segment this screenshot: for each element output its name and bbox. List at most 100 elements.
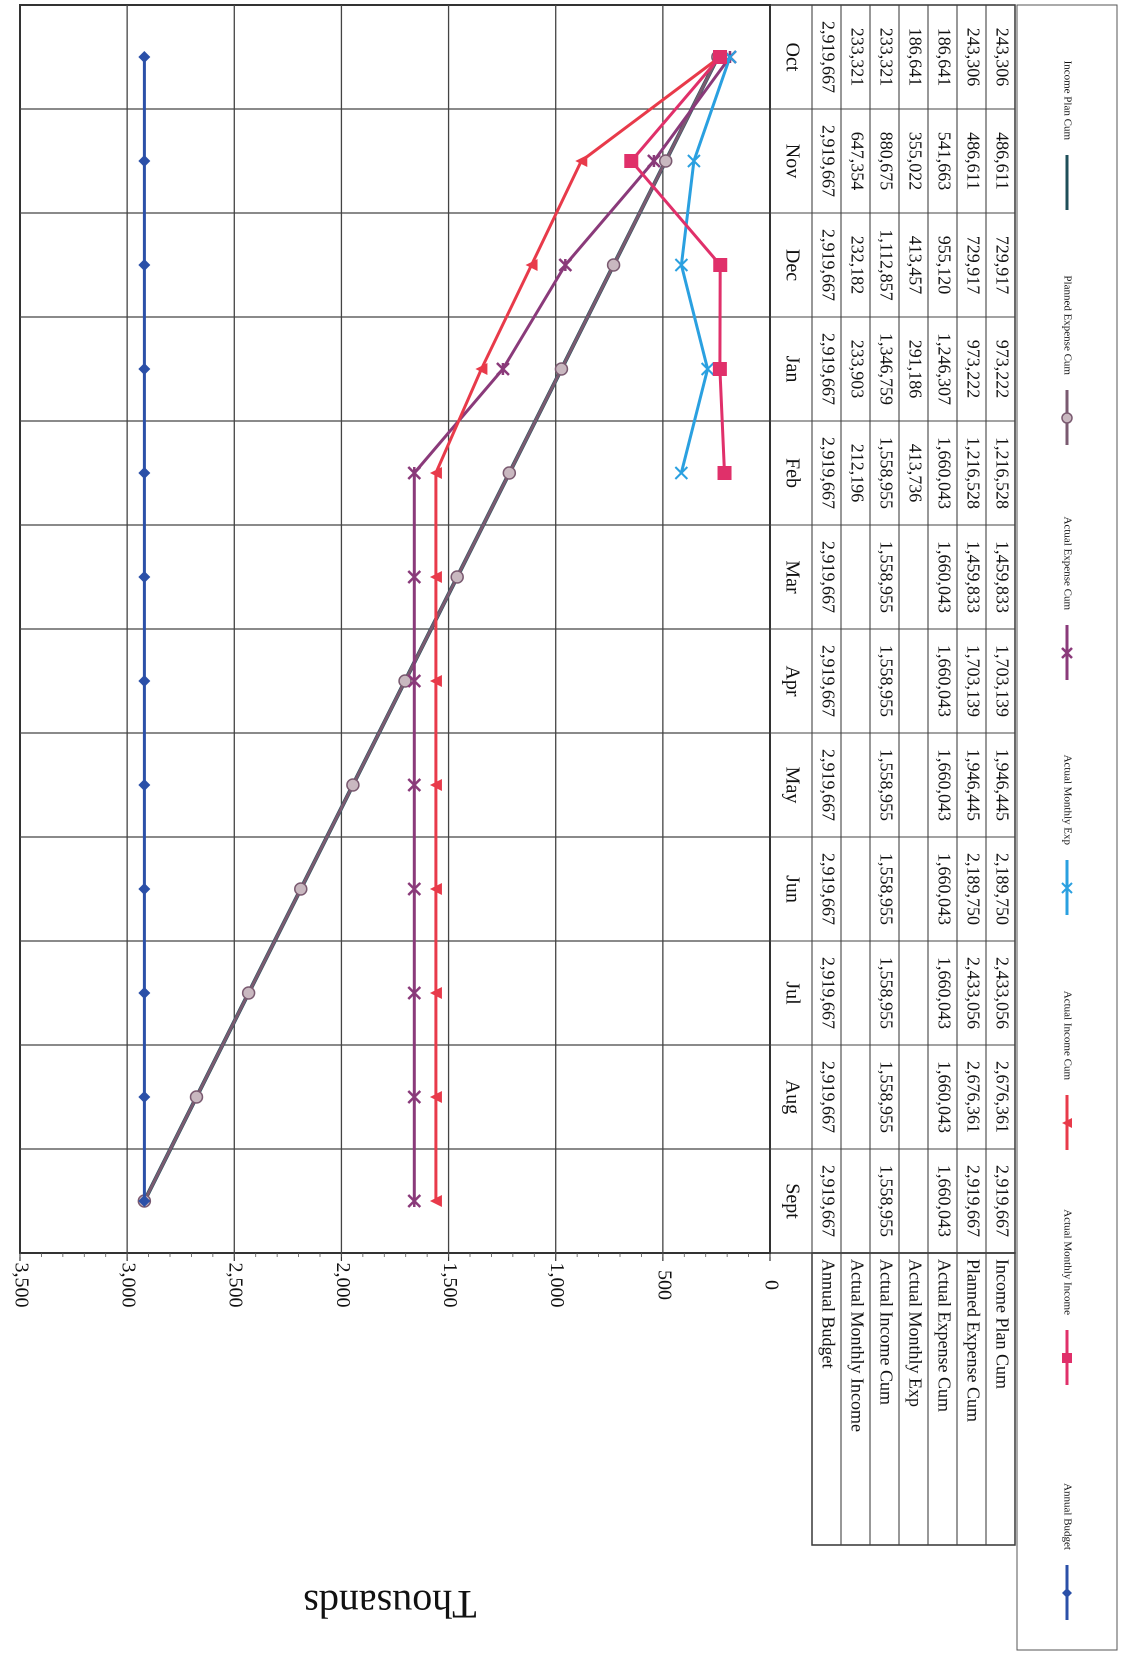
table-value: 355,022 bbox=[905, 132, 925, 191]
table-value: 413,457 bbox=[905, 236, 925, 295]
table-value: 1,660,043 bbox=[934, 853, 954, 925]
data-point-triangle bbox=[429, 987, 442, 999]
data-point-circle bbox=[189, 1090, 204, 1104]
table-value: 2,919,667 bbox=[818, 645, 838, 717]
data-point-diamond bbox=[138, 1091, 151, 1103]
legend-label: Actual Income Cum bbox=[1061, 991, 1073, 1081]
table-value: 1,558,955 bbox=[876, 645, 896, 717]
table-value: 233,903 bbox=[847, 340, 867, 399]
data-point-star bbox=[1061, 647, 1073, 659]
value-tick-label: 1,500 bbox=[439, 1263, 461, 1308]
table-value: 1,558,955 bbox=[876, 853, 896, 925]
category-label: Mar bbox=[781, 560, 803, 594]
value-tick-label: 1,000 bbox=[546, 1263, 568, 1308]
legend-frame bbox=[1016, 4, 1118, 1651]
value-tick-label: 3,500 bbox=[10, 1263, 32, 1308]
table-value: 291,186 bbox=[905, 340, 925, 399]
legend-entry: Planned Expense Cum bbox=[1061, 275, 1073, 445]
value-tick-label: 2,500 bbox=[225, 1263, 247, 1308]
table-value: 2,919,667 bbox=[963, 1165, 983, 1237]
table-value: 1,946,445 bbox=[992, 749, 1012, 821]
category-label: Jul bbox=[781, 981, 803, 1005]
data-point-triangle bbox=[429, 571, 442, 583]
table-value: 1,112,857 bbox=[876, 229, 896, 300]
table-value: 2,433,056 bbox=[992, 957, 1012, 1029]
value-tick-label: 500 bbox=[653, 1270, 675, 1300]
category-label: Feb bbox=[781, 458, 803, 488]
table-value: 1,660,043 bbox=[934, 957, 954, 1029]
table-value: 233,321 bbox=[876, 28, 896, 87]
legend-entry: Income Plan Cum bbox=[1061, 61, 1073, 210]
data-point-circle bbox=[346, 778, 360, 792]
data-point-star bbox=[407, 778, 422, 792]
table-value: 186,641 bbox=[905, 28, 925, 87]
category-label: Jun bbox=[781, 875, 803, 903]
data-point-x bbox=[1061, 882, 1073, 894]
table-value: 2,919,667 bbox=[818, 1165, 838, 1237]
legend-label: Actual Monthly Income bbox=[1061, 1209, 1073, 1315]
data-point-x bbox=[674, 258, 689, 272]
category-label: Nov bbox=[781, 144, 803, 178]
series-line bbox=[142, 55, 720, 1203]
data-point-circle bbox=[294, 882, 308, 896]
table-value: 2,676,361 bbox=[992, 1061, 1012, 1133]
data-point-star bbox=[407, 1194, 422, 1208]
table-value: 2,919,667 bbox=[992, 1165, 1012, 1237]
table-value: 243,306 bbox=[963, 28, 983, 87]
data-point-star bbox=[407, 674, 422, 688]
data-point-diamond bbox=[138, 363, 151, 375]
table-value: 2,919,667 bbox=[818, 541, 838, 613]
data-point-square bbox=[1062, 1353, 1072, 1363]
table-value: 973,222 bbox=[992, 340, 1012, 399]
table-value: 2,919,667 bbox=[818, 229, 838, 301]
data-point-triangle bbox=[1062, 1118, 1072, 1128]
category-label: Apr bbox=[781, 665, 803, 696]
series-row-label: Planned Expense Cum bbox=[963, 1259, 983, 1422]
category-label: May bbox=[781, 767, 803, 804]
legend-label: Income Plan Cum bbox=[1061, 61, 1073, 141]
data-point-square bbox=[713, 50, 728, 64]
table-value: 1,660,043 bbox=[934, 1061, 954, 1133]
table-value: 2,919,667 bbox=[818, 853, 838, 925]
data-point-star bbox=[558, 258, 573, 272]
table-value: 2,919,667 bbox=[818, 1061, 838, 1133]
data-point-star bbox=[496, 362, 510, 376]
table-value: 486,611 bbox=[992, 132, 1012, 190]
data-point-triangle bbox=[429, 467, 442, 479]
table-value: 1,703,139 bbox=[963, 645, 983, 717]
legend-entry: Actual Expense Cum bbox=[1061, 517, 1073, 680]
series-row-label: Actual Income Cum bbox=[876, 1259, 896, 1405]
table-value: 2,919,667 bbox=[818, 21, 838, 93]
data-point-diamond bbox=[138, 259, 151, 271]
table-value: 1,346,759 bbox=[876, 333, 896, 405]
table-value: 2,433,056 bbox=[963, 957, 983, 1029]
table-value: 1,660,043 bbox=[934, 749, 954, 821]
legend-label: Annual Budget bbox=[1061, 1483, 1073, 1550]
legend-label: Planned Expense Cum bbox=[1061, 275, 1073, 375]
data-point-diamond bbox=[138, 675, 151, 687]
table-value: 2,919,667 bbox=[818, 749, 838, 821]
legend-entry: Actual Monthly Income bbox=[1061, 1209, 1073, 1385]
table-value: 486,611 bbox=[963, 132, 983, 190]
legend-entry: Actual Income Cum bbox=[1061, 991, 1073, 1150]
data-point-square bbox=[717, 466, 732, 480]
data-point-diamond bbox=[138, 571, 151, 583]
table-value: 1,946,445 bbox=[963, 749, 983, 821]
table-value: 2,919,667 bbox=[818, 957, 838, 1029]
data-point-square bbox=[712, 362, 727, 376]
table-value: 955,120 bbox=[934, 236, 954, 295]
data-point-diamond bbox=[138, 779, 151, 791]
value-tick-label: 2,000 bbox=[332, 1263, 354, 1308]
category-label: Aug bbox=[781, 1080, 803, 1114]
table-value: 233,321 bbox=[847, 28, 867, 87]
data-point-star bbox=[407, 1090, 422, 1104]
series-row-label: Annual Budget bbox=[818, 1259, 838, 1369]
data-point-square bbox=[624, 154, 639, 168]
data-point-diamond bbox=[138, 51, 151, 63]
data-point-x bbox=[674, 466, 689, 480]
data-point-diamond bbox=[138, 987, 151, 999]
data-point-circle bbox=[658, 154, 673, 168]
data-point-circle bbox=[554, 362, 569, 376]
